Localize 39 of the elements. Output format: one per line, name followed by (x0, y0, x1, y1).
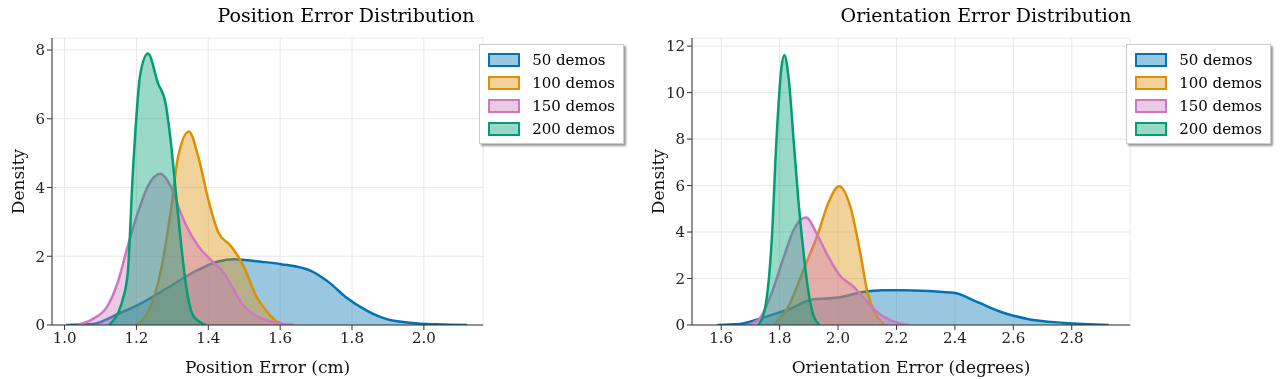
legend-label: 50 demos (1179, 50, 1253, 69)
x-tick-label: 2.8 (1059, 328, 1084, 347)
y-tick-label: 2 (675, 269, 685, 288)
y-axis-title: Density (8, 148, 29, 215)
y-tick-label: 0 (35, 316, 45, 335)
legend-label: 150 demos (532, 96, 615, 115)
legend-label: 50 demos (532, 50, 606, 69)
x-tick-label: 1.0 (52, 328, 77, 347)
y-tick-label: 12 (665, 37, 685, 56)
x-tick-label: 1.6 (709, 328, 734, 347)
y-tick-label: 10 (665, 83, 685, 102)
y-tick-label: 0 (675, 316, 685, 335)
x-tick-label: 2.0 (826, 328, 850, 347)
x-tick-label: 1.6 (268, 328, 293, 347)
x-tick-label: 2.4 (942, 328, 967, 347)
y-tick-label: 6 (35, 110, 45, 129)
chart-title: Position Error Distribution (216, 4, 476, 26)
y-tick-label: 4 (35, 178, 45, 197)
x-tick-label: 2.6 (1001, 328, 1026, 347)
x-tick-label: 1.8 (767, 328, 792, 347)
chart-title: Orientation Error Distribution (839, 4, 1133, 26)
x-axis-title: Orientation Error (degrees) (791, 357, 1031, 377)
x-tick-label: 2.0 (411, 328, 436, 347)
legend-label: 100 demos (532, 73, 615, 92)
legend-label: 200 demos (532, 119, 615, 138)
x-tick-label: 1.8 (340, 328, 364, 347)
x-tick-label: 2.2 (884, 328, 909, 347)
legend-label: 100 demos (1179, 73, 1262, 92)
y-tick-label: 2 (35, 247, 45, 266)
x-axis-title: Position Error (cm) (184, 357, 351, 377)
legend-label: 150 demos (1179, 96, 1262, 115)
x-tick-label: 1.2 (124, 328, 149, 347)
legend-label: 200 demos (1179, 119, 1262, 138)
x-tick-label: 1.4 (196, 328, 221, 347)
y-tick-label: 8 (35, 41, 45, 60)
y-axis-title: Density (648, 148, 669, 215)
y-tick-label: 8 (675, 130, 685, 149)
y-tick-label: 4 (675, 223, 685, 242)
y-tick-label: 6 (675, 176, 685, 195)
